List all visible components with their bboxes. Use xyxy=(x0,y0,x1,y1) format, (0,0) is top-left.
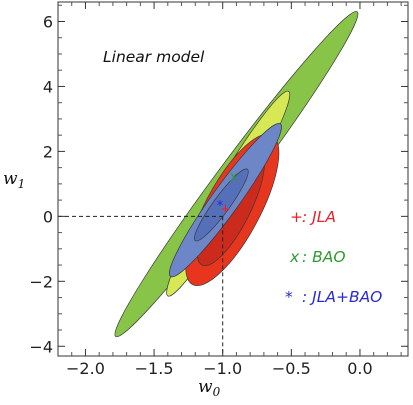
y-tick-label: −2 xyxy=(29,272,53,291)
legend-label: : JLA xyxy=(302,208,336,226)
x-tick-label: −2.0 xyxy=(66,359,105,378)
best-fit-points: + x * xyxy=(217,170,238,217)
legend-symbol: x xyxy=(289,248,300,266)
best-fit-marker-0: + xyxy=(220,202,231,217)
plot-frame xyxy=(57,1,409,357)
y-tick-label: 4 xyxy=(43,77,53,96)
contour-jla-bao-5 xyxy=(194,168,249,242)
legend-symbol: + xyxy=(290,208,303,226)
x-tick-label: −0.5 xyxy=(272,359,311,378)
y-tick-label: 0 xyxy=(43,207,53,226)
y-tick-label: 6 xyxy=(43,12,53,31)
legend: +: JLA x: BAO * : JLA+BAO xyxy=(285,208,382,306)
model-annotation: Linear model xyxy=(103,48,205,66)
x-tick-label: 0.0 xyxy=(347,359,372,378)
y-tick-label: −4 xyxy=(29,337,53,356)
y-tick-label: 2 xyxy=(43,142,53,161)
legend-label: : JLA+BAO xyxy=(302,288,382,306)
x-tick-label: −1.5 xyxy=(135,359,174,378)
legend-label: : BAO xyxy=(302,248,346,266)
best-fit-marker-2: * xyxy=(217,199,224,214)
legend-symbol: * xyxy=(285,288,293,306)
axis-ticks xyxy=(58,2,408,356)
confidence-contours xyxy=(114,11,359,338)
x-axis-label: w0 xyxy=(198,377,221,399)
best-fit-marker-1: x xyxy=(230,170,238,185)
reference-lines xyxy=(58,215,224,356)
x-tick-label: −1.0 xyxy=(203,359,242,378)
y-axis-label: w1 xyxy=(3,169,25,191)
tick-labels: −2.0 −1.5 −1.0 −0.5 0.0 −4 −2 0 2 4 6 xyxy=(29,12,372,378)
